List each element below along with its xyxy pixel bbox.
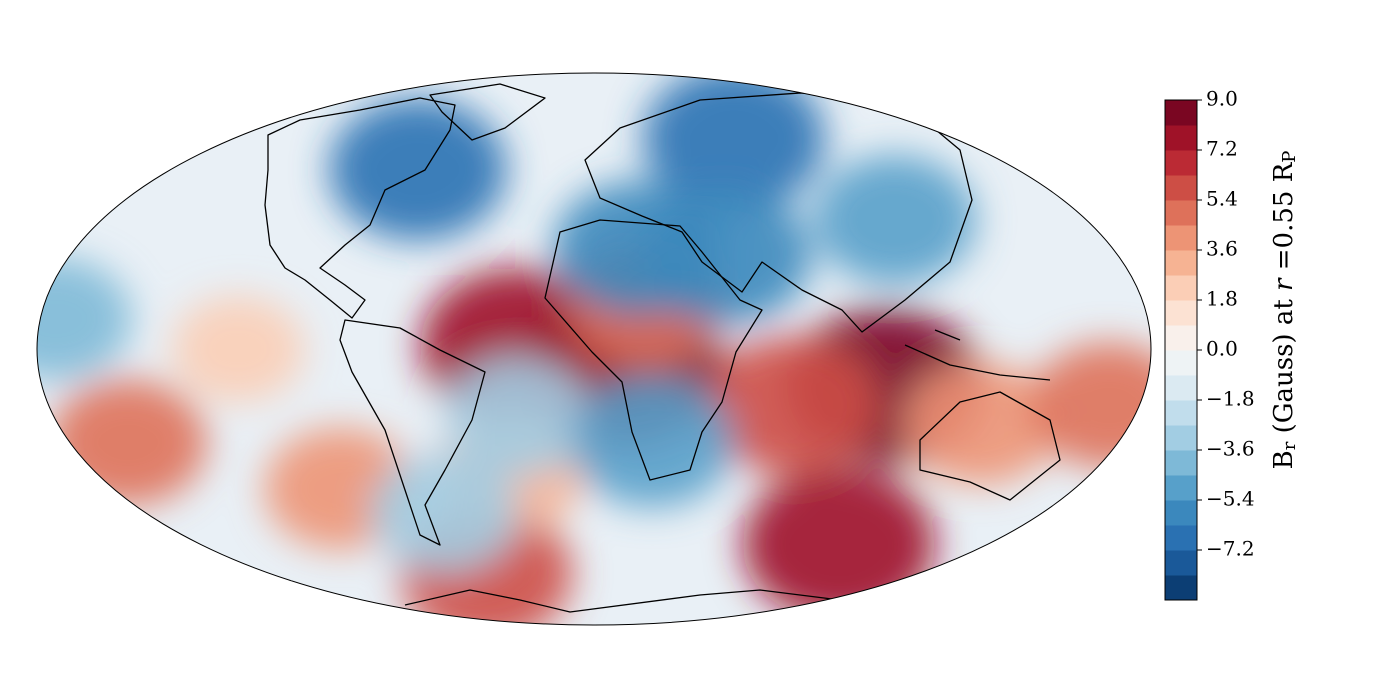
label-subscript: P [1279, 151, 1300, 163]
colorbar-level [1165, 125, 1197, 151]
field-anomaly [49, 379, 207, 506]
label-part: (Gauss) at [1269, 291, 1299, 442]
field-anomaly [904, 363, 1058, 486]
coast-australia [919, 391, 1061, 501]
field-anomaly [642, 73, 826, 212]
field-anomaly [704, 336, 878, 475]
colorbar-tick-label: 5.4 [1206, 187, 1238, 211]
colorbar-tick-label: 9.0 [1206, 87, 1238, 111]
coast-antarctica [404, 589, 841, 613]
colorbar-label: Br (Gauss) at r =0.55 RP [1269, 151, 1300, 470]
colorbar-level [1165, 550, 1197, 576]
field [37, 73, 1151, 625]
colorbar-level [1165, 150, 1197, 176]
label-part: =0.55 R [1269, 161, 1299, 278]
colorbar-level [1165, 325, 1197, 351]
colorbar-level [1165, 200, 1197, 226]
colorbar-level [1165, 400, 1197, 426]
field-anomaly [742, 467, 935, 622]
colorbar-level [1165, 425, 1197, 451]
colorbar-tick-label: 0.0 [1206, 337, 1238, 361]
colorbar-level [1165, 100, 1197, 126]
colorbar-level [1165, 575, 1197, 601]
coast-indonesia [904, 329, 1051, 381]
colorbar-tick-label: 1.8 [1206, 287, 1238, 311]
field-anomaly [813, 154, 977, 285]
colorbar-level [1165, 450, 1197, 476]
colorbar-level [1165, 250, 1197, 276]
coast-eurasia [584, 92, 973, 333]
colorbar-tick-label: −5.4 [1206, 487, 1255, 511]
coast-north-america [264, 97, 456, 319]
colorbar-tick-label: −3.6 [1206, 437, 1255, 461]
coastlines [264, 83, 1061, 613]
label-subscript: r [1279, 441, 1300, 450]
field-anomaly [1030, 342, 1151, 469]
colorbar-level [1165, 525, 1197, 551]
colorbar-tick-label: −1.8 [1206, 387, 1255, 411]
colorbar-tick-label: −7.2 [1206, 537, 1255, 561]
field-anomaly [37, 257, 132, 380]
field-anomaly [370, 453, 519, 572]
field-anomaly [638, 186, 812, 325]
coast-south-america [339, 319, 486, 546]
label-part: r [1269, 277, 1299, 291]
colorbar-tick-label: 3.6 [1206, 237, 1238, 261]
colorbar-level [1165, 375, 1197, 401]
field-anomaly [445, 357, 593, 476]
colorbar-level [1165, 225, 1197, 251]
label-part: B [1269, 450, 1299, 469]
colorbar-level [1165, 350, 1197, 376]
colorbar-level [1165, 300, 1197, 326]
colorbar-tick-label: 7.2 [1206, 137, 1238, 161]
colorbar-level [1165, 275, 1197, 301]
field-anomaly [329, 98, 507, 241]
field-anomaly [171, 296, 305, 402]
globe-outline [36, 72, 1152, 626]
field-anomaly [570, 377, 734, 508]
colorbar-level [1165, 175, 1197, 201]
colorbar-level [1165, 475, 1197, 501]
colorbar: −7.2 −5.4 −3.6 −1.8 0.0 1.8 3.6 5.4 7.2 9.0 [1164, 87, 1255, 601]
coast-africa [544, 219, 763, 481]
colorbar-level [1165, 500, 1197, 526]
coast-greenland [429, 83, 546, 141]
